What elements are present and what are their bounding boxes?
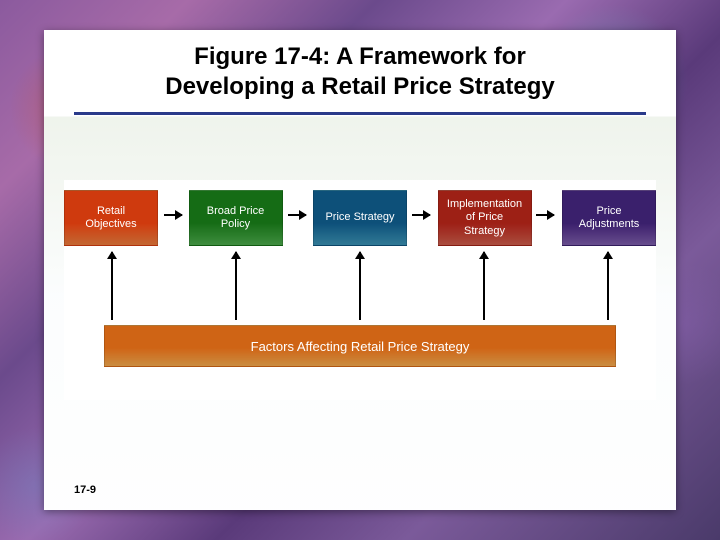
v-arrow-2	[359, 252, 361, 320]
page-number: 17-9	[74, 484, 96, 496]
v-arrow-0	[111, 252, 113, 320]
stage-label-1: Broad Price Policy	[196, 205, 276, 231]
v-arrow-1	[235, 252, 237, 320]
h-arrow-3	[536, 214, 554, 216]
stage-label-0: Retail Objectives	[71, 205, 151, 231]
stage-label-4: Price Adjustments	[569, 205, 649, 231]
h-arrow-2	[412, 214, 430, 216]
v-arrow-4	[607, 252, 609, 320]
stage-label-3: Implementation of Price Strategy	[445, 198, 525, 238]
factors-label: Factors Affecting Retail Price Strategy	[251, 339, 470, 354]
stage-box-2: Price Strategy	[313, 190, 407, 246]
slide-card: Figure 17-4: A Framework for Developing a…	[44, 30, 676, 510]
stage-box-3: Implementation of Price Strategy	[438, 190, 532, 246]
stage-box-4: Price Adjustments	[562, 190, 656, 246]
title-line2: Developing a Retail Price Strategy	[165, 73, 554, 100]
slide-title: Figure 17-4: A Framework for Developing a…	[44, 30, 676, 108]
v-arrow-3	[483, 252, 485, 320]
stages-row: Retail Objectives Broad Price Policy Price…	[64, 190, 656, 246]
stage-box-0: Retail Objectives	[64, 190, 158, 246]
title-line1: Figure 17-4: A Framework for	[194, 43, 526, 70]
stage-label-2: Price Strategy	[325, 211, 394, 224]
h-arrow-0	[164, 214, 182, 216]
stage-box-1: Broad Price Policy	[189, 190, 283, 246]
flowchart-diagram: Retail Objectives Broad Price Policy Price…	[64, 180, 656, 400]
factors-box: Factors Affecting Retail Price Strategy	[104, 325, 616, 367]
h-arrow-1	[288, 214, 306, 216]
